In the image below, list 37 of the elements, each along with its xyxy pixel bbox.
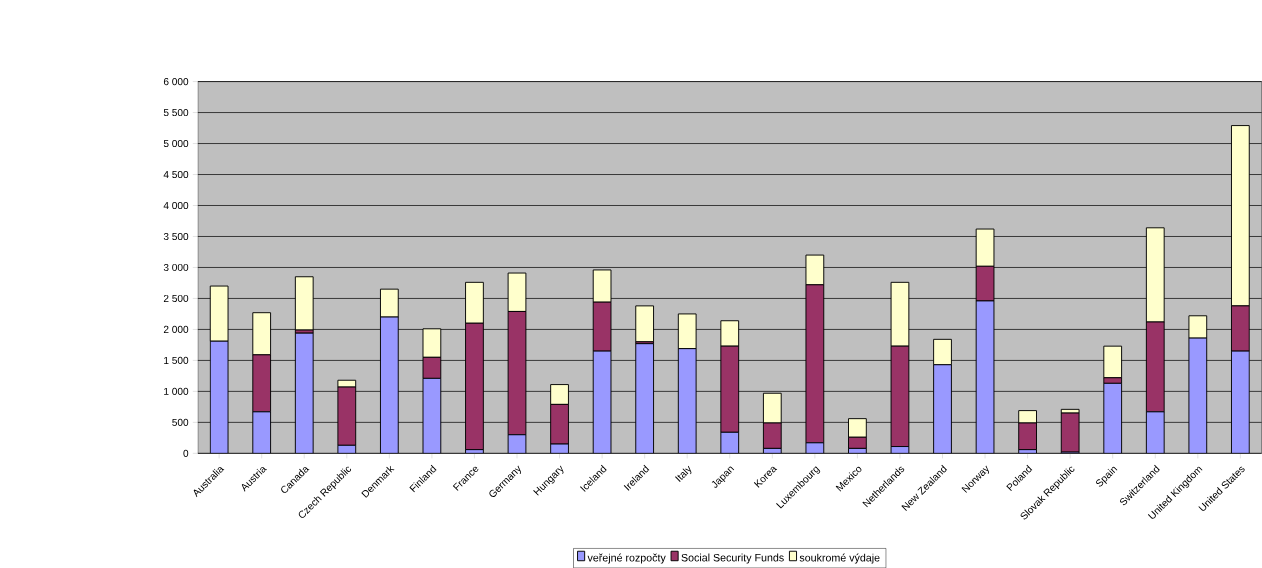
y-tick-label: 0: [183, 449, 189, 457]
y-tick-label: 2 000: [163, 325, 189, 333]
bar: [635, 305, 655, 343]
bar: [1230, 305, 1250, 352]
y-tick-label: 1 500: [164, 356, 189, 364]
bar: [422, 328, 442, 358]
bar: [762, 422, 782, 449]
bar: [1018, 422, 1037, 451]
y-tick-label: 500: [172, 418, 189, 426]
y-tick-label: 6 000: [163, 77, 189, 86]
bar: [890, 281, 910, 347]
bar: [465, 322, 484, 451]
y-tick-label: 4 000: [163, 201, 189, 209]
bar: [1018, 410, 1037, 424]
y-tick-label: 2 500: [163, 294, 189, 302]
y-tick-label: 5 000: [163, 139, 189, 148]
bar: [592, 269, 612, 303]
legend-label: soukromé výdaje: [799, 553, 880, 564]
bar: [1103, 345, 1123, 379]
legend-label: Social Security Funds: [681, 553, 784, 564]
bar: [252, 354, 272, 413]
bar: [848, 418, 867, 438]
bar: [720, 320, 740, 347]
bar: [507, 272, 527, 312]
bar: [1145, 321, 1165, 413]
bar: [550, 403, 569, 445]
y-tick-label: 3 000: [163, 263, 189, 271]
y-tick-label: 4 500: [163, 170, 189, 178]
y-tick-label: 1 000: [164, 387, 189, 395]
y-tick-label: 5 500: [163, 108, 189, 117]
bar: [550, 384, 569, 405]
y-tick-label: 3 500: [163, 232, 189, 240]
x-tick-label: Italy: [675, 465, 692, 482]
bar: [294, 276, 314, 331]
bar: [762, 392, 782, 424]
legend-label: veřejné rozpočty: [587, 553, 666, 564]
bar: [465, 281, 484, 324]
